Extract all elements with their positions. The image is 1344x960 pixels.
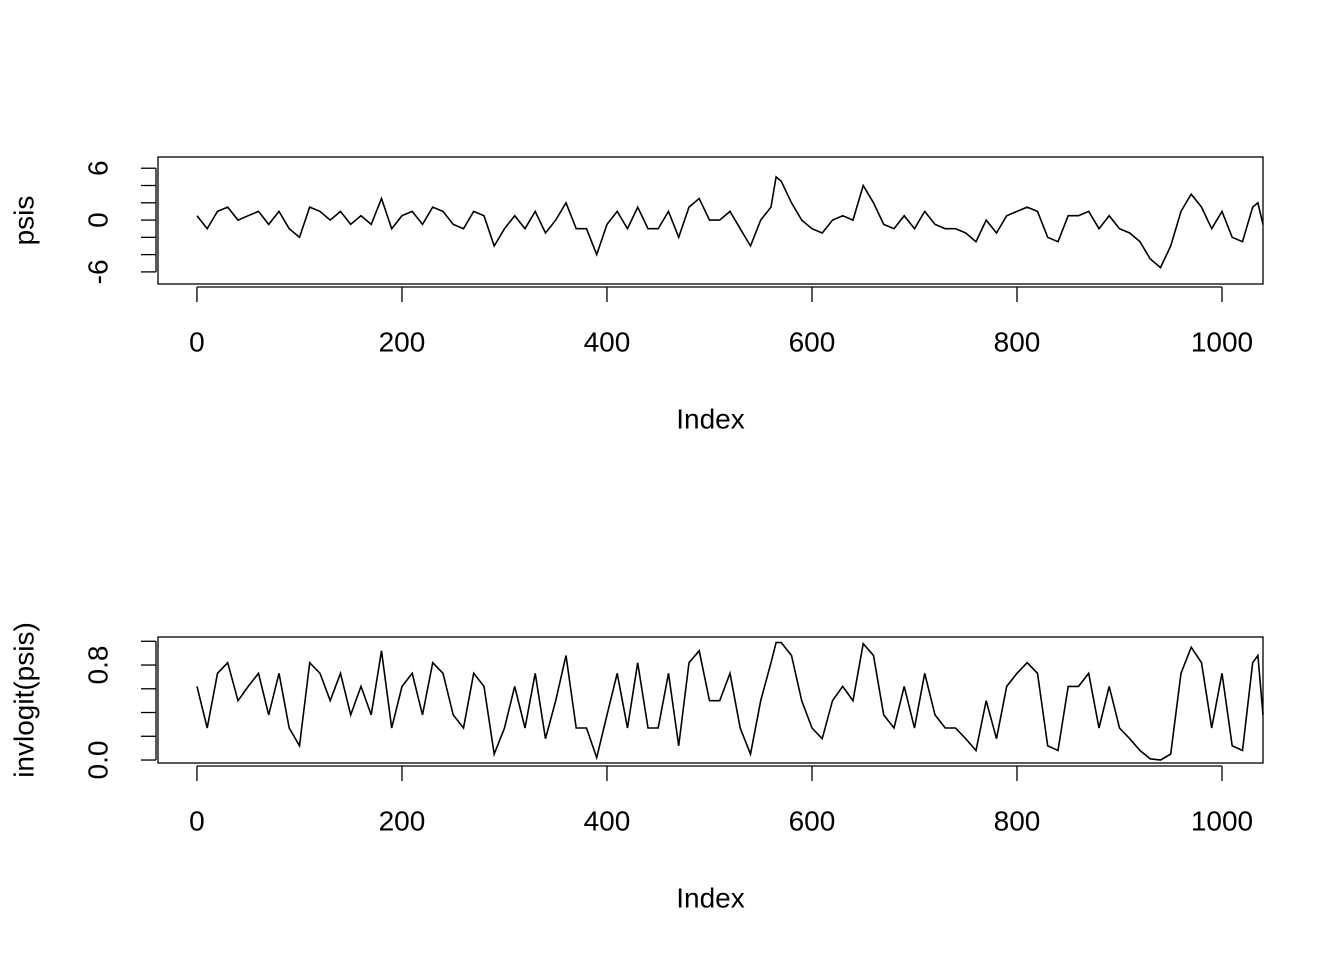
x-axis-label: Index [676,403,745,434]
x-tick-label: 0 [189,326,205,357]
x-tick-label: 600 [789,805,836,836]
x-tick-label: 1000 [1191,326,1253,357]
x-tick-label: 200 [379,805,426,836]
x-tick-label: 0 [189,805,205,836]
x-tick-label: 800 [994,326,1041,357]
x-tick-label: 1000 [1191,805,1253,836]
x-tick-label: 400 [584,326,631,357]
x-tick-label: 600 [789,326,836,357]
y-tick-label: 6 [82,160,113,176]
y-axis-label: psis [8,196,39,246]
plot-box [157,156,1264,285]
series-line [196,641,1264,761]
y-axis-label: invlogit(psis) [8,622,39,778]
x-axis-label: Index [676,882,745,913]
y-tick-label: 0.8 [82,646,113,685]
x-tick-label: 200 [379,326,426,357]
series-line [196,175,1264,269]
y-tick-label: 0 [82,212,113,228]
x-tick-label: 400 [584,805,631,836]
x-tick-label: 800 [994,805,1041,836]
y-tick-label: 0.0 [82,741,113,780]
y-tick-label: -6 [82,259,113,284]
plot-box [157,636,1264,764]
